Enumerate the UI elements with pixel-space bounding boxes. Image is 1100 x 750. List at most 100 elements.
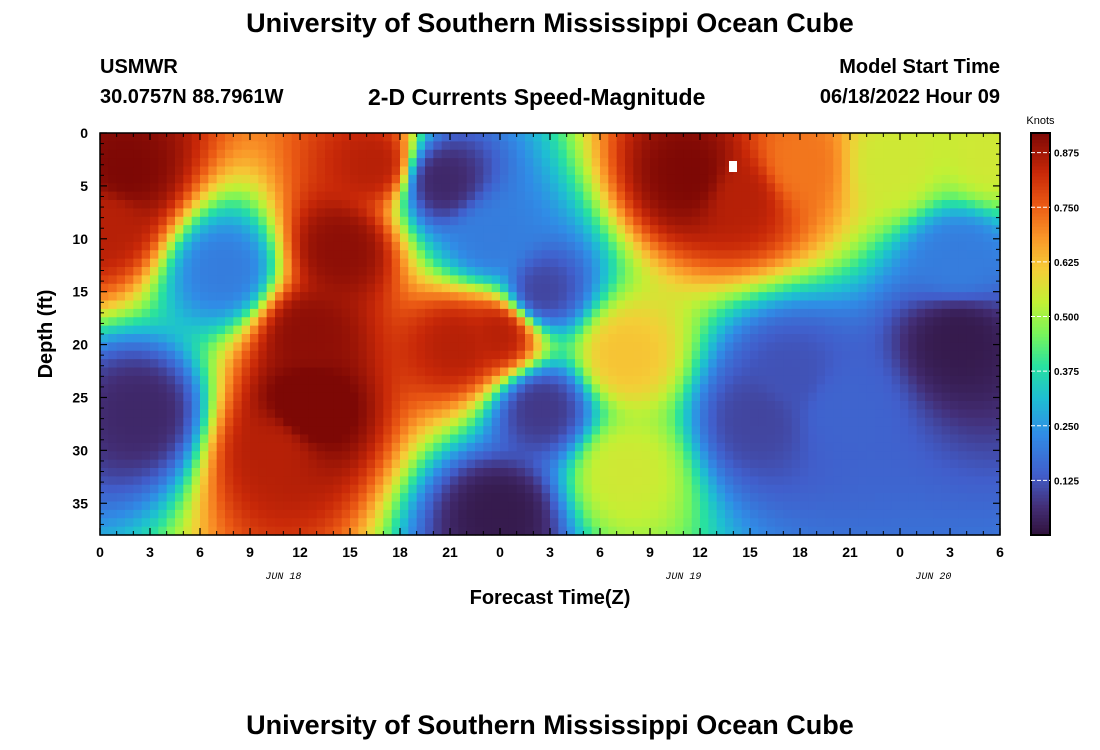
- heatmap-cell: [875, 141, 884, 151]
- heatmap-cell: [575, 283, 584, 293]
- heatmap-cell: [391, 451, 401, 461]
- heatmap-cell: [683, 367, 693, 377]
- heatmap-cell: [666, 392, 676, 402]
- heatmap-cell: [466, 241, 476, 251]
- heatmap-cell: [758, 426, 768, 436]
- heatmap-cell: [183, 183, 193, 193]
- heatmap-cell: [875, 200, 884, 209]
- heatmap-cell: [616, 476, 626, 486]
- heatmap-cell: [258, 308, 268, 318]
- heatmap-cell: [808, 384, 818, 394]
- heatmap-cell: [433, 384, 443, 394]
- heatmap-cell: [866, 468, 876, 477]
- heatmap-cell: [900, 434, 909, 444]
- heatmap-cell: [666, 518, 676, 528]
- heatmap-cell: [850, 225, 859, 235]
- heatmap-cell: [941, 225, 951, 235]
- heatmap-cell: [900, 350, 909, 360]
- heatmap-cell: [491, 216, 501, 226]
- heatmap-cell: [858, 174, 868, 184]
- heatmap-cell: [158, 325, 168, 335]
- heatmap-cell: [366, 468, 376, 477]
- heatmap-cell: [683, 442, 693, 452]
- heatmap-cell: [225, 434, 234, 444]
- heatmap-cell: [308, 509, 318, 519]
- heatmap-cell: [750, 434, 759, 444]
- heatmap-cell: [316, 476, 326, 486]
- heatmap-cell: [250, 417, 259, 427]
- heatmap-cell: [808, 334, 818, 343]
- heatmap-cell: [833, 476, 843, 486]
- heatmap-cell: [358, 141, 368, 151]
- heatmap-cell: [225, 426, 234, 436]
- heatmap-cell: [341, 308, 351, 318]
- heatmap-cell: [925, 375, 934, 385]
- heatmap-cell: [675, 417, 684, 427]
- heatmap-cell: [516, 292, 526, 302]
- heatmap-cell: [591, 174, 601, 184]
- heatmap-cell: [441, 158, 451, 168]
- heatmap-cell: [383, 409, 393, 419]
- heatmap-cell: [825, 334, 834, 343]
- heatmap-cell: [533, 359, 543, 369]
- heatmap-cell: [941, 216, 951, 226]
- heatmap-cell: [641, 468, 651, 477]
- heatmap-cell: [566, 258, 576, 268]
- heatmap-cell: [358, 459, 368, 469]
- heatmap-cell: [433, 493, 443, 503]
- heatmap-cell: [233, 401, 243, 410]
- heatmap-cell: [316, 401, 326, 410]
- heatmap-cell: [416, 300, 426, 310]
- heatmap-cell: [691, 308, 701, 318]
- heatmap-cell: [233, 501, 243, 511]
- heatmap-cell: [333, 292, 343, 302]
- heatmap-cell: [708, 375, 718, 385]
- heatmap-cell: [483, 526, 493, 536]
- heatmap-cell: [950, 183, 959, 193]
- heatmap-cell: [575, 392, 584, 402]
- heatmap-cell: [558, 141, 568, 151]
- heatmap-cell: [533, 442, 543, 452]
- heatmap-cell: [741, 292, 751, 302]
- heatmap-cell: [941, 401, 951, 410]
- heatmap-cell: [825, 308, 834, 318]
- heatmap-cell: [666, 208, 676, 218]
- heatmap-cell: [166, 200, 176, 209]
- heatmap-cell: [158, 468, 168, 477]
- heatmap-cell: [200, 426, 209, 436]
- heatmap-cell: [583, 442, 593, 452]
- heatmap-cell: [825, 426, 834, 436]
- heatmap-cell: [850, 283, 859, 293]
- heatmap-cell: [150, 493, 159, 503]
- heatmap-cell: [808, 459, 818, 469]
- heatmap-cell: [400, 250, 409, 260]
- heatmap-cell: [908, 426, 918, 436]
- heatmap-cell: [858, 392, 868, 402]
- heatmap-cell: [433, 233, 443, 243]
- heatmap-cell: [458, 216, 468, 226]
- heatmap-cell: [750, 250, 759, 260]
- heatmap-cell: [283, 174, 293, 184]
- heatmap-cell: [408, 509, 418, 519]
- heatmap-cell: [558, 434, 568, 444]
- heatmap-cell: [533, 518, 543, 528]
- heatmap-cell: [183, 392, 193, 402]
- heatmap-cell: [366, 141, 376, 151]
- heatmap-cell: [141, 484, 151, 494]
- heatmap-cell: [208, 384, 218, 394]
- heatmap-cell: [475, 300, 484, 310]
- heatmap-cell: [708, 308, 718, 318]
- heatmap-cell: [133, 426, 143, 436]
- heatmap-cell: [916, 267, 926, 276]
- heatmap-cell: [500, 417, 509, 427]
- heatmap-cell: [891, 250, 901, 260]
- heatmap-cell: [708, 401, 718, 410]
- heatmap-cell: [600, 191, 609, 201]
- heatmap-cell: [783, 241, 793, 251]
- heatmap-cell: [883, 409, 893, 419]
- heatmap-cell: [666, 275, 676, 285]
- heatmap-cell: [941, 417, 951, 427]
- heatmap-cell: [250, 133, 259, 142]
- heatmap-cell: [125, 518, 134, 528]
- heatmap-cell: [191, 409, 201, 419]
